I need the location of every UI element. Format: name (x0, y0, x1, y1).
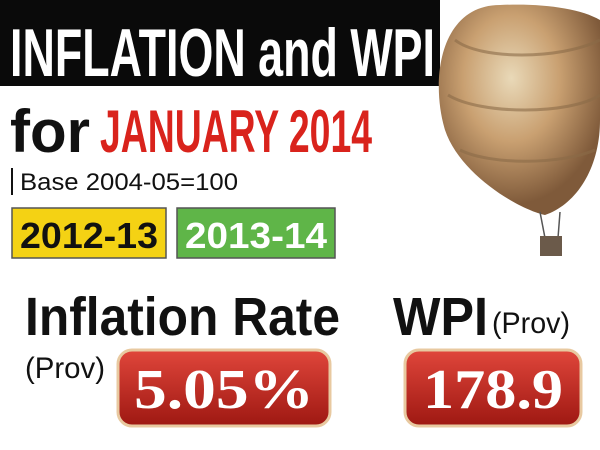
value-box (116, 348, 332, 428)
title: INFLATION and WPI (10, 15, 435, 91)
inflation-label: Inflation Rate (25, 287, 340, 347)
value-box (403, 348, 583, 428)
year-badge (176, 207, 336, 259)
inflation-value: 5.05% (134, 359, 314, 421)
wpi-value: 178.9 (423, 359, 563, 421)
period: JANUARY 2014 (100, 98, 372, 165)
title-banner (0, 0, 440, 86)
year-label: 2012-13 (20, 215, 158, 256)
year-badge (11, 207, 167, 259)
base-note: Base 2004-05=100 (20, 169, 238, 196)
balloon-illustration (438, 4, 600, 256)
inflation-note: (Prov) (25, 352, 105, 385)
for-text: for (10, 98, 90, 165)
wpi-note: (Prov) (492, 307, 570, 340)
wpi-label: WPI (393, 287, 488, 347)
year-label: 2013-14 (185, 215, 327, 256)
